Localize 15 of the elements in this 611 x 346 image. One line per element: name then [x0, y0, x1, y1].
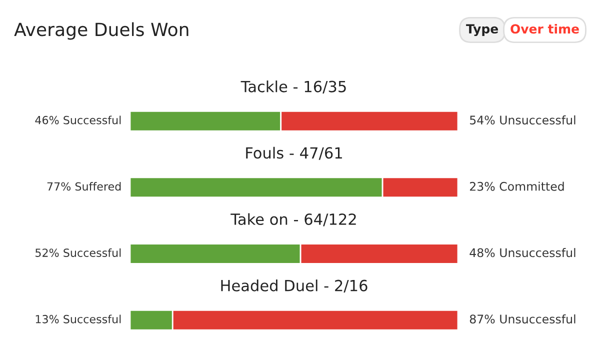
y-tick-label: Headed Duel - 2/16: [221, 280, 368, 293]
y-tick-label: Take on - 64/122: [230, 213, 356, 226]
y-tick-label: Fouls - 47/61: [246, 146, 342, 160]
data-label: 54% Unsuccessful: [470, 115, 576, 125]
data-label: 77% Suffered: [47, 182, 121, 191]
text: Over time: [510, 24, 579, 34]
data-label: 52% Successful: [36, 248, 121, 257]
data-label: 46% Successful: [35, 116, 121, 124]
y-tick-label: Tackle - 16/35: [240, 80, 346, 94]
text: Type: [466, 24, 498, 36]
chart-title: Average Duels Won: [14, 22, 188, 40]
data-label: 48% Unsuccessful: [470, 248, 576, 258]
data-label: 13% Successful: [36, 314, 121, 324]
data-label: 23% Committed: [470, 182, 564, 191]
data-label: 87% Unsuccessful: [470, 314, 576, 324]
